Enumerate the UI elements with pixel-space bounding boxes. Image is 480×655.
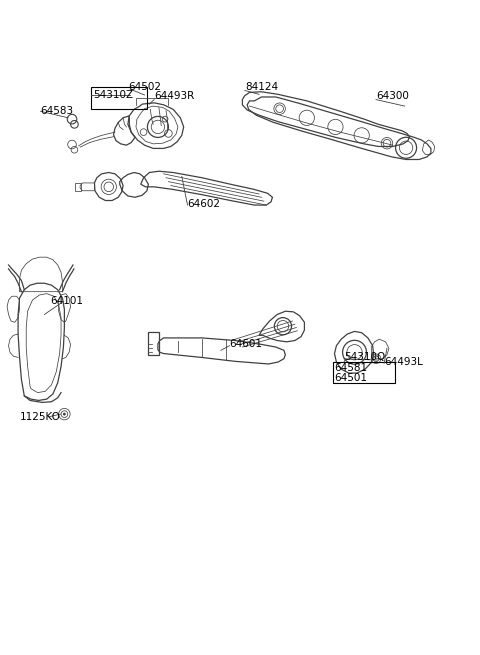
Text: 64101: 64101 — [50, 297, 83, 307]
Circle shape — [63, 413, 66, 415]
Text: 64502: 64502 — [128, 82, 161, 92]
Bar — [75, 183, 81, 191]
Text: 64602: 64602 — [188, 198, 220, 209]
Bar — [91, 86, 147, 109]
Text: 64581: 64581 — [335, 363, 368, 373]
Text: 84124: 84124 — [245, 83, 278, 92]
Text: 1125KO: 1125KO — [20, 413, 60, 422]
Text: 64501: 64501 — [335, 373, 368, 383]
Text: 64493R: 64493R — [154, 91, 194, 102]
Bar — [148, 332, 159, 355]
Text: 54310Q: 54310Q — [344, 352, 385, 362]
Text: 54310Z: 54310Z — [93, 90, 133, 100]
Text: 64300: 64300 — [376, 91, 409, 102]
Text: 64601: 64601 — [229, 339, 263, 348]
Text: 64493L: 64493L — [384, 357, 423, 367]
Text: 64583: 64583 — [40, 106, 73, 117]
Bar — [333, 362, 395, 383]
